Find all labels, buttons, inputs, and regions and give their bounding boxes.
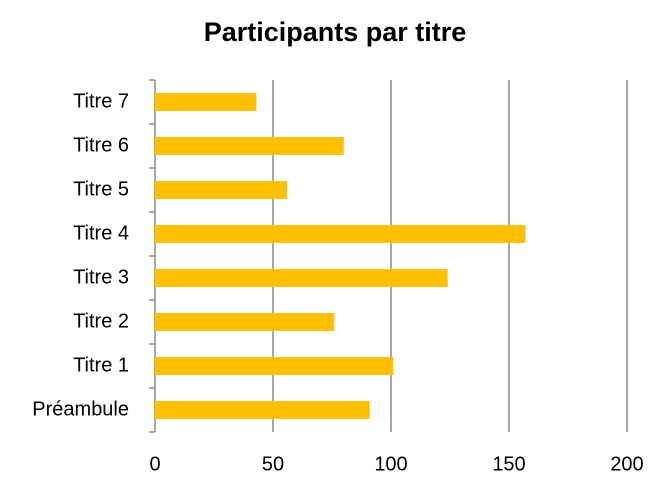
- bar: [155, 401, 370, 419]
- chart-title: Participants par titre: [204, 17, 467, 47]
- y-tick-label: Titre 3: [73, 266, 129, 288]
- y-tick-label: Titre 1: [73, 354, 129, 376]
- y-tick-label: Titre 2: [73, 310, 129, 332]
- bar: [155, 357, 394, 375]
- bar: [155, 93, 257, 111]
- y-tick-label: Titre 7: [73, 90, 129, 112]
- x-tick-label: 200: [610, 453, 643, 474]
- bar: [155, 269, 448, 287]
- bar: [155, 225, 526, 243]
- x-tick-label: 150: [492, 453, 525, 474]
- y-tick-label: Titre 5: [73, 178, 129, 200]
- x-tick-label: 50: [262, 453, 284, 474]
- bar: [155, 313, 335, 331]
- y-tick-label: Préambule: [32, 398, 129, 420]
- y-tick-label: Titre 6: [73, 134, 129, 156]
- y-tick-label: Titre 4: [73, 222, 129, 244]
- x-tick-label: 0: [149, 453, 160, 474]
- bar: [155, 137, 344, 155]
- bar: [155, 181, 288, 199]
- x-tick-label: 100: [374, 453, 407, 474]
